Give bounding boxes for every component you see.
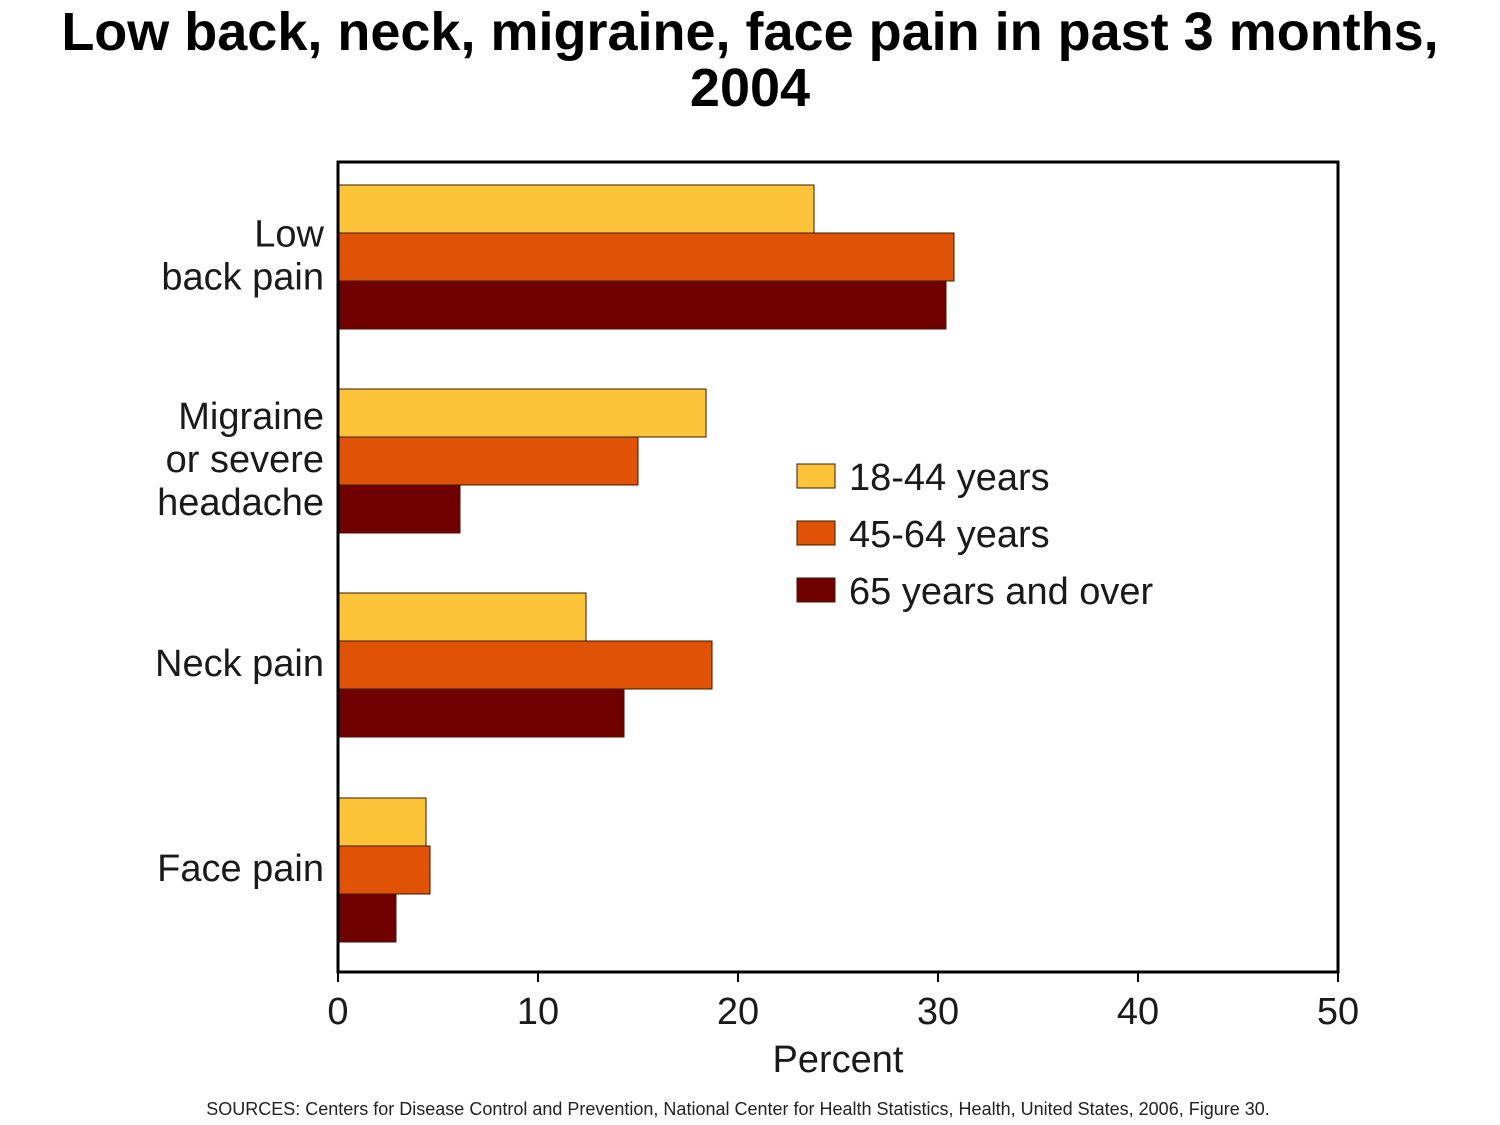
chart-title-line-2: 2004 (689, 58, 811, 118)
bar-3-2 (337, 640, 713, 690)
legend-label: 65 years and over (849, 571, 1154, 613)
x-tick-label: 10 (517, 991, 559, 1033)
x-tick-label: 40 (1117, 991, 1159, 1033)
bar-1-2 (337, 232, 955, 282)
x-tick-label: 50 (1317, 991, 1359, 1033)
legend-label: 18-44 years (849, 457, 1050, 499)
bars-layer (337, 184, 955, 943)
legend: 18-44 years 45-64 years 65 years and over (796, 457, 1154, 613)
x-tick-label: 0 (327, 991, 348, 1033)
bar-chart: 0 10 20 30 40 50 Percent Low back pain Migraine o… (155, 160, 1359, 1081)
category-label: Neck pain (155, 643, 324, 685)
legend-swatch (796, 463, 836, 489)
bar-3-1 (337, 592, 587, 642)
category-label: Face pain (157, 848, 324, 890)
bar-1-3 (337, 280, 947, 330)
category-label: Low back pain (161, 214, 324, 299)
bar-2-1 (337, 388, 707, 438)
bar-4-1 (337, 797, 427, 847)
chart-title-line-1: Low back, neck, migraine, face pain in p… (61, 2, 1439, 62)
chart-title: Low back, neck, migraine, face pain in p… (30, 4, 1470, 116)
x-axis: 0 10 20 30 40 50 Percent (327, 972, 1359, 1081)
bar-1-1 (337, 184, 815, 234)
x-tick-label: 20 (717, 991, 759, 1033)
bar-4-2 (337, 845, 431, 895)
legend-label: 45-64 years (849, 514, 1050, 556)
bar-3-3 (337, 688, 625, 738)
x-axis-label: Percent (773, 1039, 904, 1081)
bar-4-3 (337, 893, 397, 943)
legend-swatch (796, 577, 836, 603)
plot-frame (336, 160, 1340, 974)
legend-swatch (796, 520, 836, 546)
category-labels: Low back pain Migraine or severe headache Nec… (155, 214, 325, 891)
category-label: Migraine or severe headache (157, 396, 324, 524)
x-tick-label: 30 (917, 991, 959, 1033)
source-note: SOURCES: Centers for Disease Control and… (206, 1099, 1270, 1119)
bar-2-2 (337, 436, 639, 486)
bar-2-3 (337, 484, 461, 534)
